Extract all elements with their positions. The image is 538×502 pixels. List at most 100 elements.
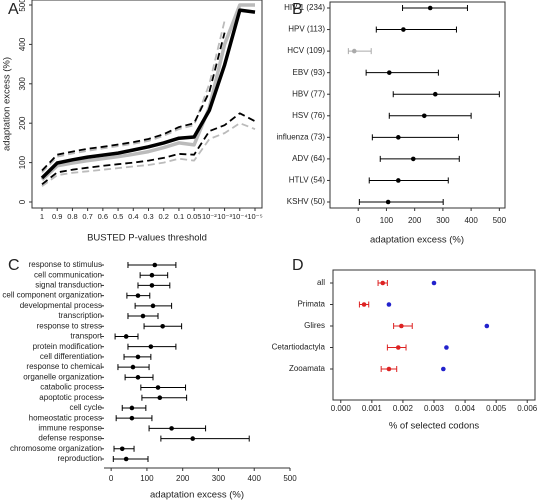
point	[130, 364, 136, 370]
x-tick-label: 0.3	[143, 212, 153, 221]
x-tick-label: 300	[212, 474, 226, 483]
point	[135, 375, 141, 380]
x-tick-label: 400	[248, 474, 262, 483]
category-label: cell component organization	[2, 291, 102, 300]
point	[386, 366, 392, 372]
point	[399, 323, 404, 329]
point	[395, 345, 401, 350]
x-tick-label: 0.001	[362, 404, 383, 413]
y-tick-label: 100	[18, 155, 27, 169]
category-label: HPV (113)	[288, 25, 325, 34]
point	[385, 199, 391, 205]
x-tick-label: 500	[493, 216, 507, 225]
series-line	[40, 3, 255, 182]
category-label: cell differentiation	[40, 352, 102, 361]
point	[432, 91, 438, 97]
point	[444, 345, 449, 350]
x-axis-title: adaptation excess (%)	[370, 235, 464, 246]
category-label: all	[317, 278, 325, 287]
category-label: protein modification	[33, 342, 102, 351]
x-tick-label: 0	[356, 216, 361, 225]
x-tick-label: 0.7	[82, 212, 92, 221]
point	[386, 70, 392, 75]
category-label: catabolic process	[40, 383, 102, 392]
point	[441, 366, 446, 372]
x-tick-label: 300	[436, 216, 450, 225]
category-label: influenza (73)	[277, 132, 326, 141]
series-line	[40, 8, 256, 180]
category-label: HCV (109)	[287, 46, 325, 55]
category-label: response to chemical	[26, 362, 102, 371]
category-label: cell communication	[34, 270, 102, 279]
x-axis-title: BUSTED P-values threshold	[87, 233, 207, 244]
category-label: immune response	[38, 423, 102, 432]
point	[421, 113, 427, 119]
point	[169, 426, 174, 431]
x-tick-label: 0.6	[98, 212, 108, 221]
point	[119, 446, 125, 452]
point	[396, 178, 401, 183]
category-label: Glires	[304, 321, 325, 330]
y-tick-label: 500	[18, 0, 27, 12]
x-tick-label: 0.004	[455, 404, 476, 413]
category-label: chromosome organization	[10, 444, 102, 453]
point	[152, 262, 158, 268]
x-axis-title: % of selected codons	[389, 421, 480, 432]
category-label: response to stress	[37, 321, 102, 330]
point	[129, 415, 135, 421]
category-label: apoptotic process	[39, 393, 102, 402]
x-tick-label: 0.002	[393, 404, 414, 413]
point	[396, 135, 401, 140]
category-label: signal transduction	[35, 281, 102, 290]
plot-frame	[329, 1, 506, 209]
category-label: Primata	[297, 300, 325, 309]
category-label: response to stimulus	[29, 260, 102, 269]
x-tick-label: 1	[40, 212, 44, 221]
x-tick-label: 0.000	[331, 404, 352, 413]
x-tick-label: 0.4	[128, 212, 138, 221]
x-tick-label: 0.8	[67, 212, 77, 221]
x-tick-label: 10⁻³	[217, 212, 232, 221]
x-tick-label: 0.1	[174, 212, 184, 221]
category-label: cell cycle	[70, 403, 103, 412]
point	[410, 156, 416, 162]
point	[484, 323, 490, 329]
y-tick-label: 200	[18, 116, 27, 130]
plot-frame	[31, 0, 263, 209]
y-tick-label: 0	[18, 199, 27, 204]
point	[140, 313, 146, 319]
category-label: developmental process	[20, 301, 102, 310]
y-tick-label: 300	[18, 77, 27, 91]
x-axis-title: adaptation excess (%)	[150, 490, 244, 501]
category-label: KSHV (50)	[287, 197, 326, 206]
point	[160, 323, 165, 329]
point	[157, 395, 163, 401]
series-line	[41, 112, 256, 186]
category-label: HBV (77)	[292, 89, 325, 98]
series-line	[41, 122, 256, 187]
point	[351, 48, 357, 54]
panel-label: A	[8, 1, 19, 18]
plot-frame	[332, 269, 536, 401]
category-label: HTLV (54)	[289, 176, 326, 185]
panel-label: B	[292, 1, 303, 18]
category-label: transport	[70, 332, 102, 341]
point	[135, 293, 141, 298]
category-label: transcription	[58, 311, 102, 320]
x-tick-label: 200	[408, 216, 422, 225]
x-tick-label: 0	[109, 474, 114, 483]
category-label: homeostatic process	[29, 413, 102, 422]
panel-label: C	[8, 257, 20, 274]
category-label: reproduction	[58, 454, 102, 463]
x-tick-label: 0.9	[52, 212, 62, 221]
point	[123, 334, 129, 339]
y-axis-title: adaptation excess (%)	[2, 57, 13, 151]
x-tick-label: 200	[176, 474, 190, 483]
point	[431, 280, 437, 286]
x-tick-label: 0.003	[424, 404, 445, 413]
x-tick-label: 100	[140, 474, 154, 483]
x-tick-label: 10⁻⁵	[247, 212, 262, 221]
point	[386, 302, 392, 307]
x-tick-label: 400	[464, 216, 478, 225]
